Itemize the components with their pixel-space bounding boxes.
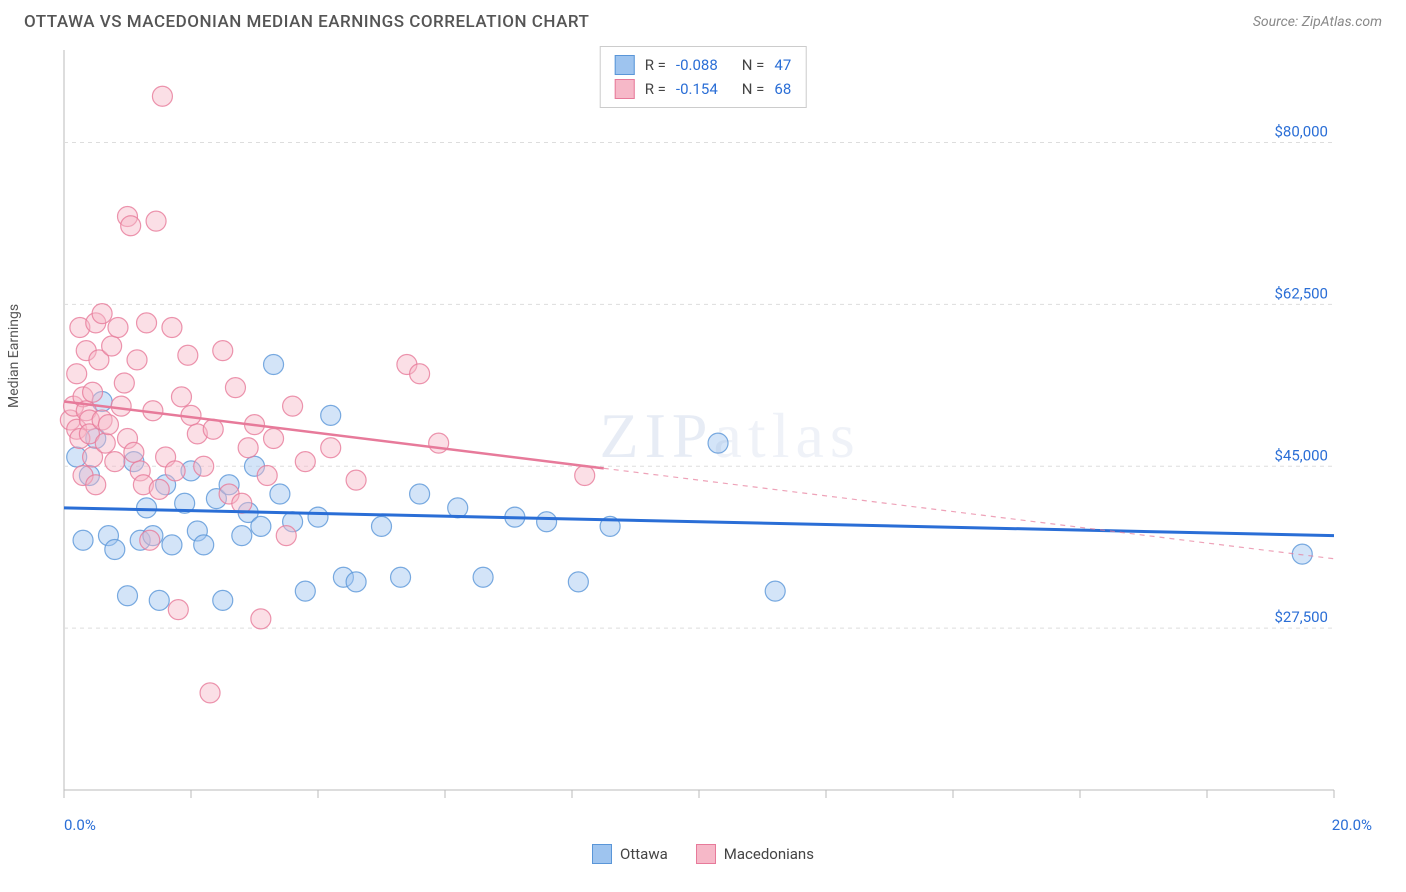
data-point: [114, 373, 134, 393]
data-point: [86, 475, 106, 495]
y-axis-label: Median Earnings: [6, 304, 22, 408]
data-point: [251, 609, 271, 629]
data-point: [121, 216, 141, 236]
data-point: [162, 535, 182, 555]
data-point: [213, 341, 233, 361]
data-point: [194, 456, 214, 476]
data-point: [95, 433, 115, 453]
data-point: [321, 438, 341, 458]
data-point: [146, 211, 166, 231]
series-legend: Ottawa Macedonians: [24, 834, 1382, 864]
data-point: [118, 586, 138, 606]
chart-title: OTTAWA VS MACEDONIAN MEDIAN EARNINGS COR…: [24, 12, 589, 32]
n-value: 68: [774, 80, 791, 98]
data-point: [111, 396, 131, 416]
data-point: [149, 479, 169, 499]
data-point: [168, 600, 188, 620]
svg-text:$80,000: $80,000: [1274, 123, 1328, 141]
data-point: [308, 507, 328, 527]
data-point: [283, 396, 303, 416]
data-point: [568, 572, 588, 592]
legend-swatch: [615, 79, 635, 99]
r-label: R =: [645, 80, 666, 98]
r-value: -0.154: [676, 80, 718, 98]
data-point: [140, 530, 160, 550]
data-point: [73, 530, 93, 550]
data-point: [213, 590, 233, 610]
svg-text:$62,500: $62,500: [1274, 284, 1328, 302]
legend-stat-row: R = -0.088 N = 47: [615, 53, 792, 77]
data-point: [321, 405, 341, 425]
legend-label: Ottawa: [620, 845, 668, 863]
data-point: [200, 683, 220, 703]
source-label: Source: ZipAtlas.com: [1253, 14, 1382, 30]
data-point: [295, 452, 315, 472]
legend-item: Ottawa: [592, 844, 668, 864]
data-point: [108, 318, 128, 338]
data-point: [137, 498, 157, 518]
data-point: [194, 535, 214, 555]
data-point: [67, 364, 87, 384]
data-point: [765, 581, 785, 601]
data-point: [225, 378, 245, 398]
data-point: [124, 442, 144, 462]
data-point: [346, 470, 366, 490]
legend-swatch: [615, 55, 635, 75]
legend-label: Macedonians: [724, 845, 814, 863]
data-point: [346, 572, 366, 592]
svg-text:$45,000: $45,000: [1274, 446, 1328, 464]
data-point: [264, 429, 284, 449]
data-point: [162, 318, 182, 338]
data-point: [238, 438, 258, 458]
data-point: [127, 350, 147, 370]
data-point: [149, 590, 169, 610]
data-point: [257, 466, 277, 486]
data-point: [264, 355, 284, 375]
data-point: [152, 86, 172, 106]
data-point: [165, 461, 185, 481]
legend-item: Macedonians: [696, 844, 814, 864]
data-point: [295, 581, 315, 601]
data-point: [171, 387, 191, 407]
data-point: [102, 336, 122, 356]
r-label: R =: [645, 56, 666, 74]
data-point: [575, 466, 595, 486]
data-point: [391, 567, 411, 587]
legend-swatch: [696, 844, 716, 864]
trend-line-extrapolated: [604, 468, 1334, 558]
x-min-label: 0.0%: [64, 816, 96, 834]
n-label: N =: [742, 80, 765, 98]
data-point: [708, 433, 728, 453]
r-value: -0.088: [676, 56, 718, 74]
legend-swatch: [592, 844, 612, 864]
data-point: [83, 382, 103, 402]
n-value: 47: [774, 56, 791, 74]
data-point: [105, 540, 125, 560]
data-point: [203, 419, 223, 439]
scatter-chart: $27,500 $45,000 $62,500 $80,000: [24, 40, 1344, 810]
legend-stat-row: R = -0.154 N = 68: [615, 77, 792, 101]
data-point: [98, 415, 118, 435]
n-label: N =: [742, 56, 765, 74]
data-point: [178, 345, 198, 365]
correlation-legend: R = -0.088 N = 47 R = -0.154 N = 68: [600, 46, 807, 108]
x-max-label: 20.0%: [1332, 816, 1372, 834]
svg-text:$27,500: $27,500: [1274, 608, 1328, 626]
data-point: [1292, 544, 1312, 564]
data-point: [232, 526, 252, 546]
chart-container: Median Earnings $27,500$45,000$62,500$80…: [24, 40, 1382, 864]
data-point: [429, 433, 449, 453]
data-point: [105, 452, 125, 472]
data-point: [410, 364, 430, 384]
data-point: [251, 516, 271, 536]
data-point: [473, 567, 493, 587]
data-point: [276, 526, 296, 546]
data-point: [137, 313, 157, 333]
data-point: [92, 304, 112, 324]
data-point: [410, 484, 430, 504]
data-point: [372, 516, 392, 536]
data-point: [537, 512, 557, 532]
data-point: [270, 484, 290, 504]
